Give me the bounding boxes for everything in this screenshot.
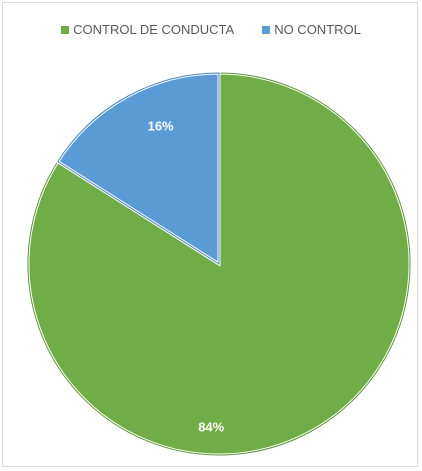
pie-slice-edge-no-control	[57, 72, 220, 265]
legend-label-control-de-conducta: CONTROL DE CONDUCTA	[73, 22, 235, 37]
legend-item-no-control: NO CONTROL	[262, 22, 361, 37]
data-label-no-control: 16%	[148, 118, 174, 133]
legend-swatch-no-control	[262, 25, 271, 34]
pie-slice-edge-control-de-conducta	[27, 72, 411, 456]
legend-label-no-control: NO CONTROL	[274, 22, 361, 37]
legend: CONTROL DE CONDUCTA NO CONTROL	[0, 22, 422, 37]
data-label-control-de-conducta: 84%	[198, 420, 224, 435]
legend-swatch-control-de-conducta	[61, 25, 70, 34]
pie-data-labels: 84% 16%	[148, 118, 225, 434]
legend-item-control-de-conducta: CONTROL DE CONDUCTA	[61, 22, 234, 37]
pie-slices	[26, 71, 412, 457]
